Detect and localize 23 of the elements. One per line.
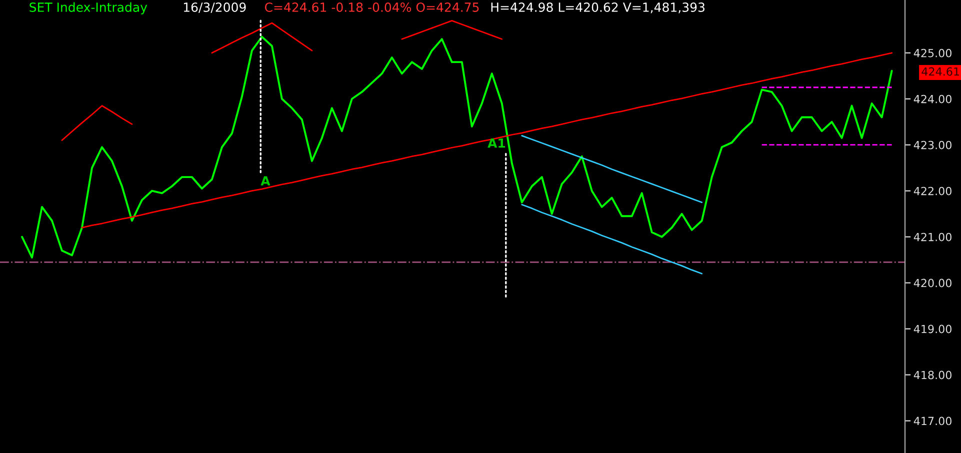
annotation: H=424.98 L=420.62 V=1,481,393 [491, 2, 704, 14]
y-tick-label: 425.00 [914, 48, 952, 58]
annotation: 16/3/2009 [184, 2, 246, 13]
chart-title: SET Index-Intraday [30, 2, 148, 14]
y-tick-label: 423.00 [914, 140, 952, 150]
y-tick-label: 418.00 [914, 370, 952, 380]
annotation: A1 [488, 138, 506, 148]
line-series [401, 20, 503, 40]
line-series [521, 204, 703, 274]
annotation: C=424.61 -0.18 -0.04% O=424.75 [264, 2, 479, 12]
y-tick-label: 417.00 [914, 416, 952, 426]
text: 424.61 [922, 67, 960, 76]
line-series [521, 134, 703, 204]
line-series [21, 36, 893, 259]
line-series [211, 22, 313, 54]
y-tick-label: 421.00 [914, 232, 952, 242]
annotation: A [260, 176, 270, 186]
y-tick-label: 424.00 [914, 94, 952, 104]
y-tick-label: 419.00 [914, 324, 952, 334]
line-series [61, 105, 133, 141]
line-series [81, 52, 892, 228]
y-tick-label: 422.00 [914, 186, 952, 196]
y-tick-label: 420.00 [914, 278, 952, 288]
